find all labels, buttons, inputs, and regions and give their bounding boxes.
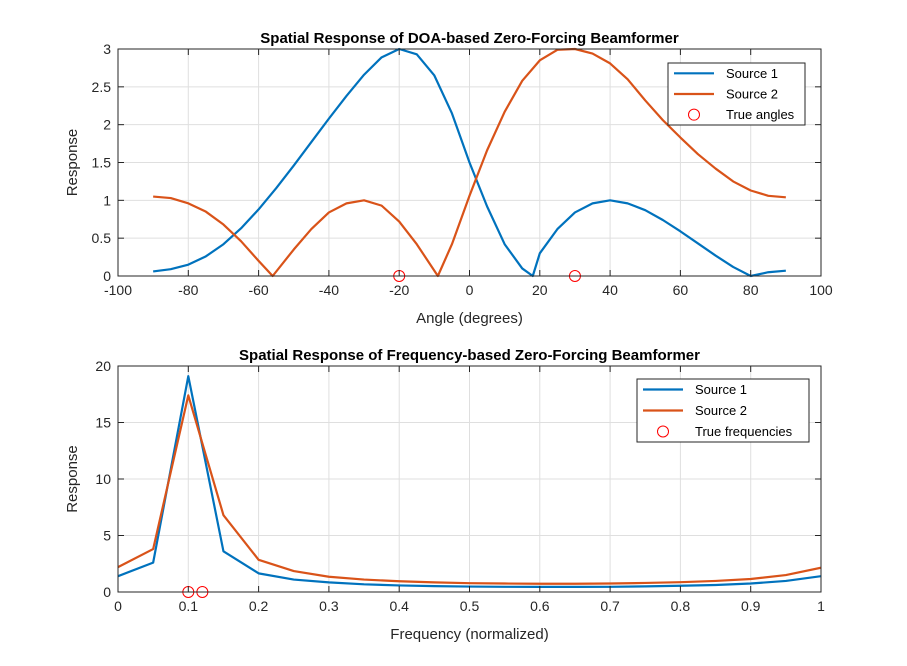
y-tick-label: 10: [95, 471, 111, 487]
y-tick-label: 0: [103, 584, 111, 600]
x-tick-label: 0.5: [460, 598, 480, 614]
legend-swatch-marker: [688, 108, 700, 121]
x-tick-label: 20: [532, 282, 548, 298]
y-tick-label: 2.5: [92, 79, 112, 95]
legend-entry-label: Source 1: [726, 66, 778, 81]
series-line-source-1: [153, 47, 786, 278]
x-tick-label: 0.6: [530, 598, 550, 614]
series-line-source-2: [153, 47, 786, 278]
x-tick-label: 0.2: [249, 598, 269, 614]
x-tick-label: 0: [114, 598, 122, 614]
series-line-source-2: [118, 394, 821, 585]
y-tick-label: 0.5: [92, 230, 112, 246]
y-tick-label: 1: [103, 192, 111, 208]
x-tick-label: 0.8: [671, 598, 691, 614]
y-tick-label: 3: [103, 41, 111, 57]
x-tick-label: 0: [466, 282, 474, 298]
legend: Source 1 Source 2 True angles: [667, 62, 806, 126]
legend-swatch-marker: [657, 425, 669, 438]
legend-entry-label: Source 2: [726, 87, 778, 102]
x-tick-label: 40: [602, 282, 618, 298]
x-axis-label: Angle (degrees): [416, 310, 523, 327]
y-tick-label: 5: [103, 528, 111, 544]
doa-plot: -100 -80 -60 -40 -20 0 20 40 60 80 100 0 0.5 1 1.5 2 2.5…: [64, 30, 833, 327]
x-tick-label: 0.1: [179, 598, 199, 614]
chart-title: Spatial Response of DOA-based Zero-Forci…: [260, 30, 679, 47]
x-tick-label: 80: [743, 282, 759, 298]
y-tick-label: 20: [95, 358, 111, 374]
x-tick-label: -40: [319, 282, 339, 298]
y-tick-label: 2: [103, 117, 111, 133]
y-tick-label: 0: [103, 268, 111, 284]
y-tick-label: 1.5: [92, 155, 112, 171]
x-tick-label: 1: [817, 598, 825, 614]
x-tick-label: 0.9: [741, 598, 761, 614]
x-tick-label: 60: [673, 282, 689, 298]
x-tick-label: -20: [389, 282, 409, 298]
y-tick-label: 15: [95, 415, 111, 431]
x-tick-label: -80: [178, 282, 198, 298]
legend: Source 1 Source 2 True frequencies: [636, 378, 810, 443]
legend-entry-label: True frequencies: [695, 424, 793, 439]
legend-entry-label: True angles: [726, 107, 795, 122]
chart-title: Spatial Response of Frequency-based Zero…: [239, 347, 700, 364]
legend-entry-label: Source 2: [695, 403, 747, 418]
y-axis-label: Response: [64, 445, 81, 513]
x-tick-label: -100: [104, 282, 132, 298]
legend-entry-label: Source 1: [695, 382, 747, 397]
x-axis-label: Frequency (normalized): [390, 626, 548, 643]
y-axis-label: Response: [64, 129, 81, 197]
x-tick-label: 0.4: [389, 598, 409, 614]
x-tick-label: 0.3: [319, 598, 339, 614]
x-tick-label: 100: [809, 282, 833, 298]
x-tick-label: -60: [248, 282, 268, 298]
frequency-plot: 0 0.1 0.2 0.3 0.4 0.5 0.6 0.7 0.8 0.9 105101520Spa…: [64, 347, 825, 643]
x-tick-label: 0.7: [600, 598, 620, 614]
